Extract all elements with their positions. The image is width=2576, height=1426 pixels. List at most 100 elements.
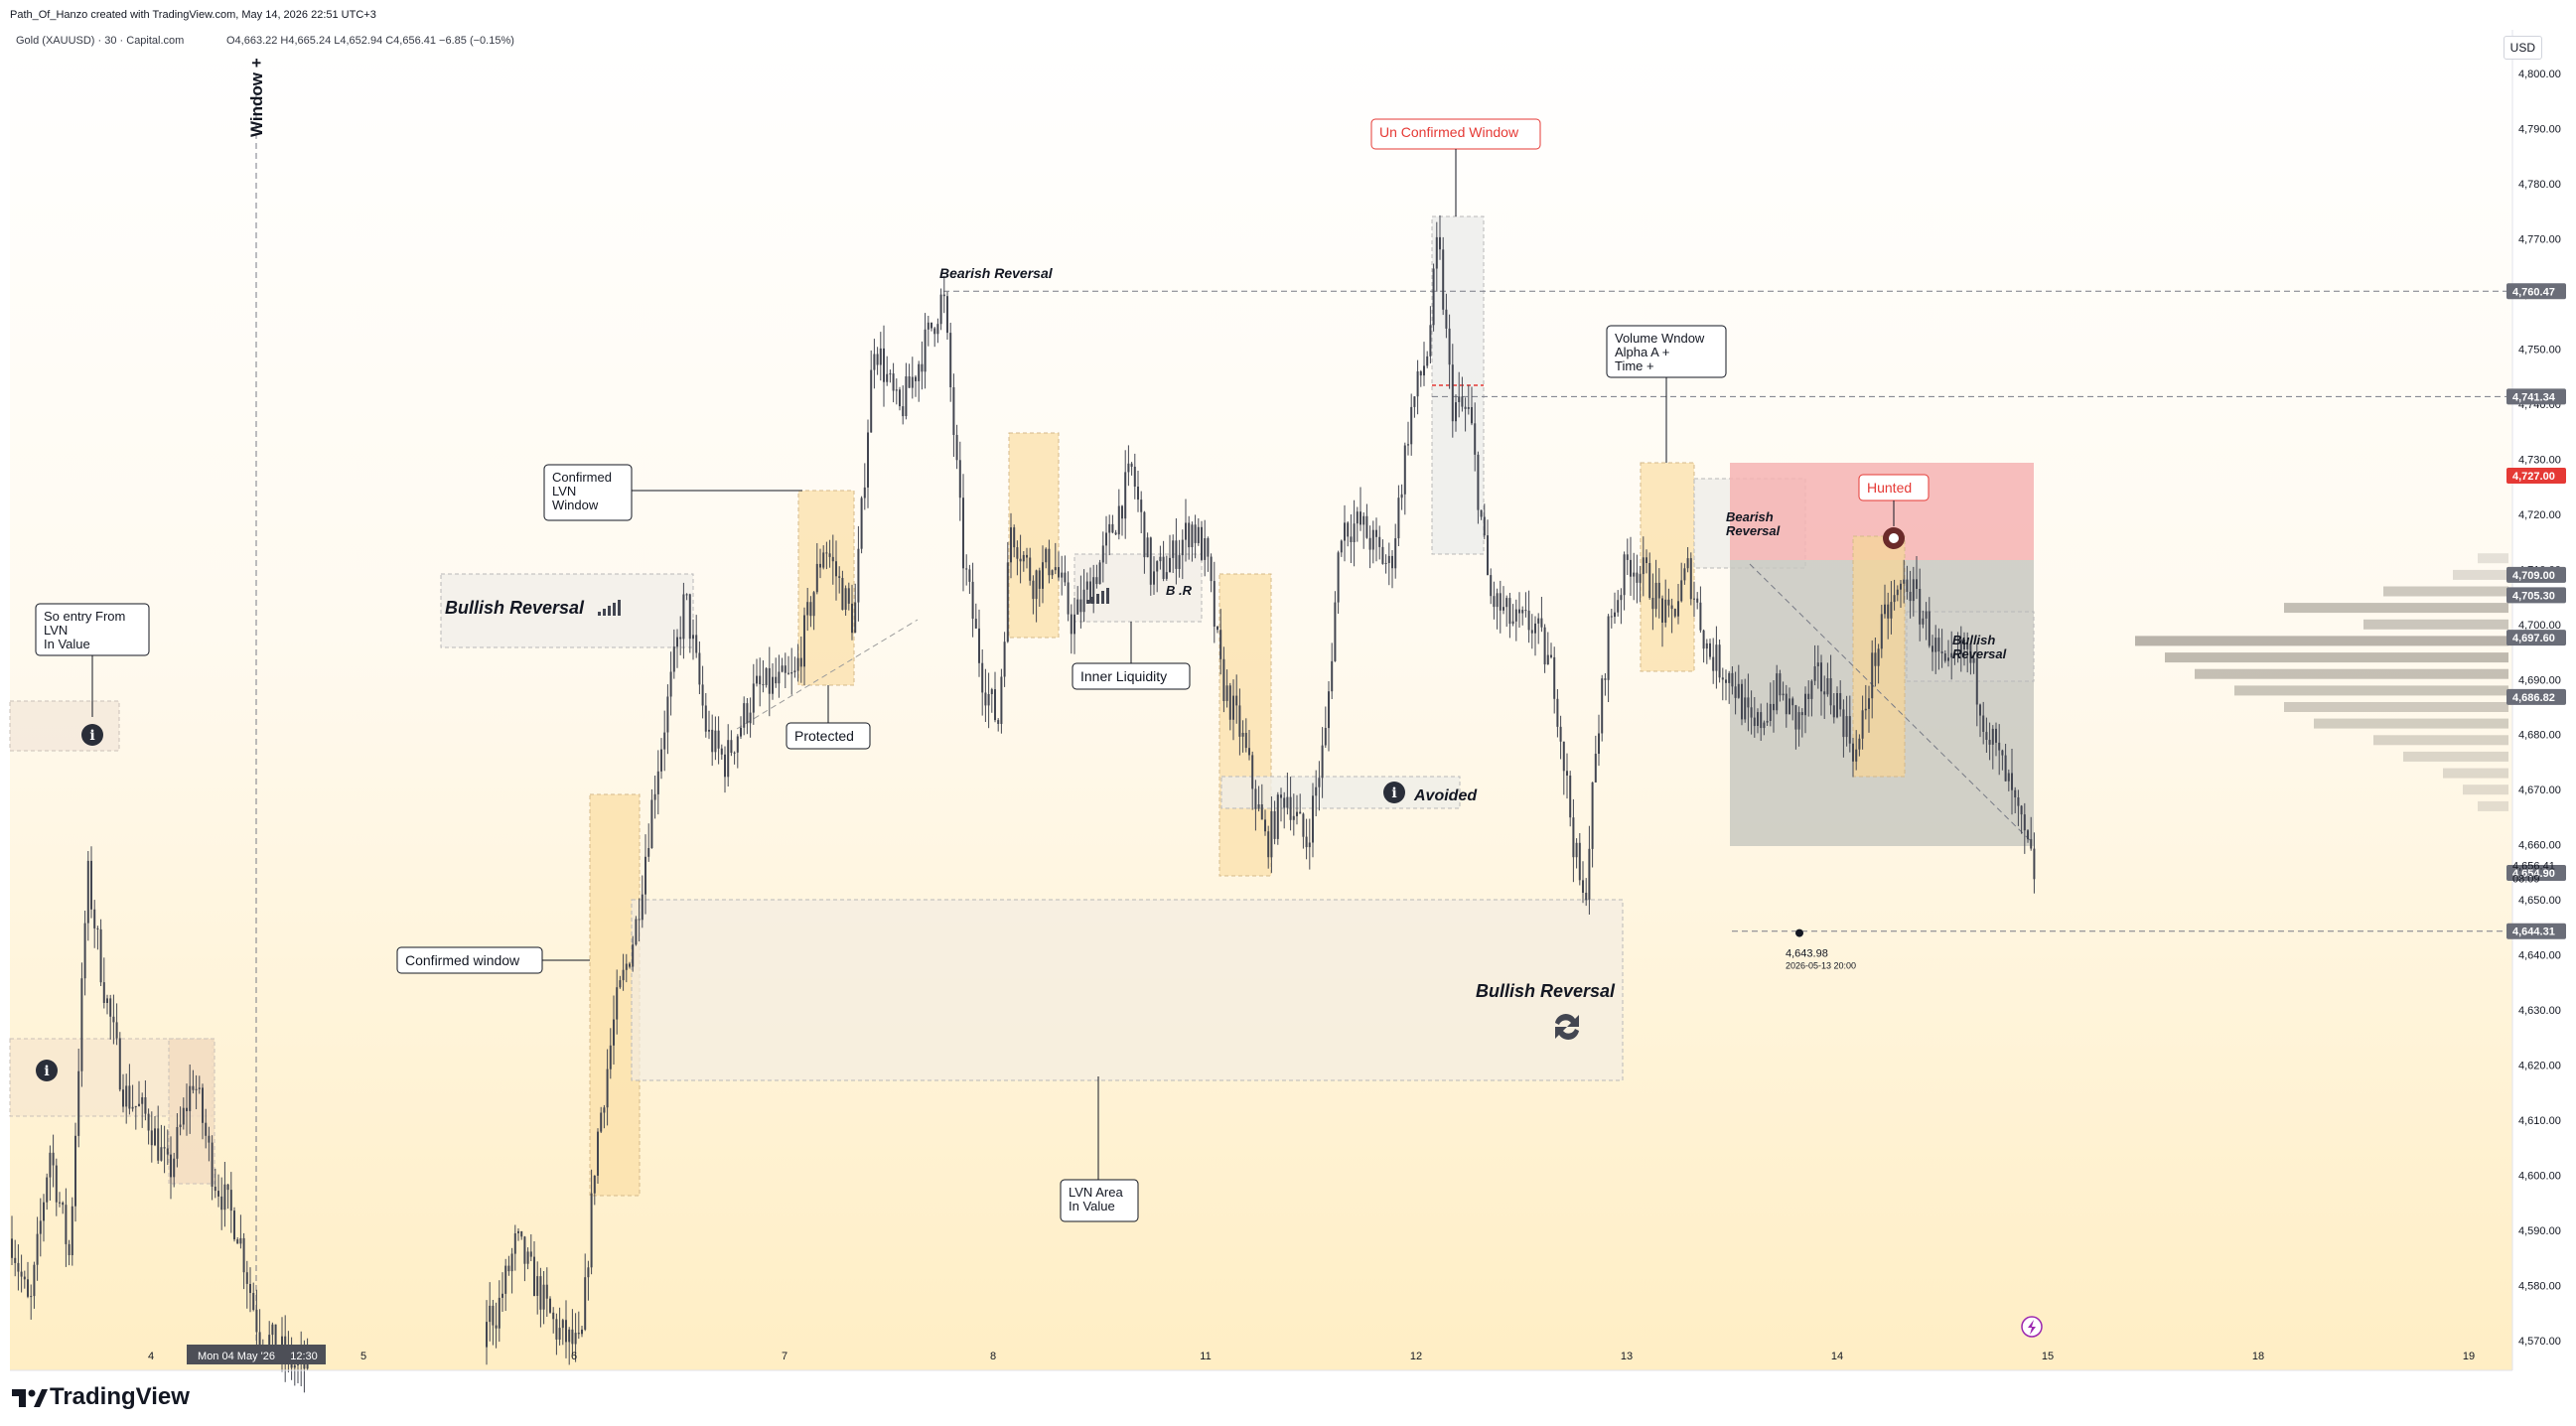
candle-body: [1670, 605, 1673, 610]
unconfirmed-window-label[interactable]: Un Confirmed Window: [1370, 118, 1541, 150]
candle-body: [803, 615, 805, 667]
candle-body: [1623, 554, 1626, 596]
candle-body: [663, 732, 666, 750]
info-icon[interactable]: i: [81, 724, 103, 746]
candle-body: [1114, 532, 1117, 535]
hunted-label-text: Hunted: [1867, 480, 1912, 496]
candle-body: [195, 1088, 198, 1090]
candle-body: [71, 1206, 73, 1255]
candle-body: [1607, 616, 1610, 680]
candle-body: [1477, 454, 1480, 510]
candle-body: [1480, 509, 1483, 517]
info-icon[interactable]: i: [1383, 782, 1405, 803]
lightning-icon[interactable]: [2021, 1316, 2043, 1338]
candle-body: [1225, 685, 1228, 701]
diagonal-line: [1749, 563, 2033, 843]
candle-body: [1807, 693, 1810, 699]
candle-body: [778, 671, 781, 684]
candle-body: [1800, 712, 1803, 716]
candle-body: [625, 963, 628, 970]
unconfirmed-window-label-text: Un Confirmed Window: [1379, 124, 1519, 140]
profile-bar: [2284, 702, 2508, 712]
candle-body: [495, 1325, 498, 1329]
candle-body: [714, 730, 717, 753]
br-label[interactable]: B .R: [1166, 583, 1193, 598]
candle-body: [96, 927, 99, 929]
candle-body: [1842, 709, 1845, 738]
signal-icon: [598, 600, 621, 616]
candle-body: [242, 1237, 245, 1273]
candle-body: [847, 588, 850, 604]
profile-bar: [2195, 668, 2508, 679]
candle-body: [1413, 396, 1416, 407]
candle-body: [685, 594, 688, 596]
lvn-area-label-text: LVN Area: [1069, 1185, 1123, 1200]
protected-label[interactable]: Protected: [786, 722, 871, 750]
candle-body: [1340, 540, 1343, 553]
candle-body: [23, 1276, 26, 1280]
candle-body: [942, 294, 945, 297]
candle-body: [1451, 364, 1454, 422]
candle-body: [1054, 567, 1057, 571]
candle-body: [1598, 733, 1600, 754]
candle-body: [590, 1193, 593, 1268]
candle-body: [1985, 732, 1988, 740]
candle-body: [752, 683, 755, 713]
price-tick-label: 4,750.00: [2518, 344, 2561, 356]
candle-body: [513, 1233, 516, 1254]
candle-body: [1181, 539, 1184, 556]
bullish-reversal-label-right-text: Reversal: [1952, 646, 2007, 661]
candle-body: [1887, 604, 1890, 619]
price-tick-label: 4,660.00: [2518, 840, 2561, 852]
currency-button[interactable]: USD: [2503, 36, 2542, 60]
bullish-reversal-label-left[interactable]: Bullish Reversal: [445, 598, 585, 618]
candle-body: [52, 1152, 55, 1166]
info-icon-glyph: i: [44, 1064, 49, 1079]
time-tick-label: 4: [148, 1351, 154, 1362]
bearish-reversal-label[interactable]: Bearish Reversal: [939, 265, 1054, 281]
candle-body: [1117, 505, 1120, 535]
candle-body: [1585, 893, 1588, 901]
candle-body: [1937, 638, 1940, 652]
bullish-reversal-label-bottom[interactable]: Bullish Reversal: [1476, 981, 1616, 1001]
profile-bar: [2463, 784, 2508, 795]
candle-body: [656, 771, 659, 794]
candle-body: [1264, 819, 1266, 832]
candle-body: [717, 730, 720, 749]
refresh-icon-top: [1555, 1014, 1579, 1027]
candle-body: [229, 1190, 232, 1212]
confirmed-window-label[interactable]: Confirmed window: [396, 946, 543, 974]
candle-body: [863, 487, 866, 499]
candle-body: [46, 1177, 49, 1203]
candle-body: [1518, 609, 1520, 614]
candle-body: [629, 963, 631, 967]
inner-liquidity-label[interactable]: Inner Liquidity: [1072, 662, 1191, 690]
target-icon-inner: [1889, 533, 1899, 543]
candle-body: [1172, 540, 1175, 558]
bullish-reversal-label-right-text: Bullish: [1952, 633, 1995, 647]
hunted-label[interactable]: Hunted: [1858, 474, 1930, 501]
candle-body: [603, 1107, 606, 1113]
candle-body: [1750, 707, 1753, 718]
candle-body: [1356, 511, 1359, 524]
candle-body: [844, 588, 847, 610]
avoided-label[interactable]: Avoided: [1413, 787, 1478, 804]
candle-body: [1092, 577, 1095, 604]
candle-body: [1566, 771, 1568, 776]
candle-body: [1337, 552, 1340, 603]
info-icon[interactable]: i: [36, 1060, 58, 1081]
candle-body: [489, 1305, 492, 1323]
candle-body: [981, 662, 984, 693]
candle-body: [1435, 236, 1438, 269]
price-badge: [2506, 587, 2566, 604]
candle-body: [220, 1196, 223, 1211]
candle-body: [1947, 657, 1949, 661]
candle-body: [122, 1089, 124, 1107]
